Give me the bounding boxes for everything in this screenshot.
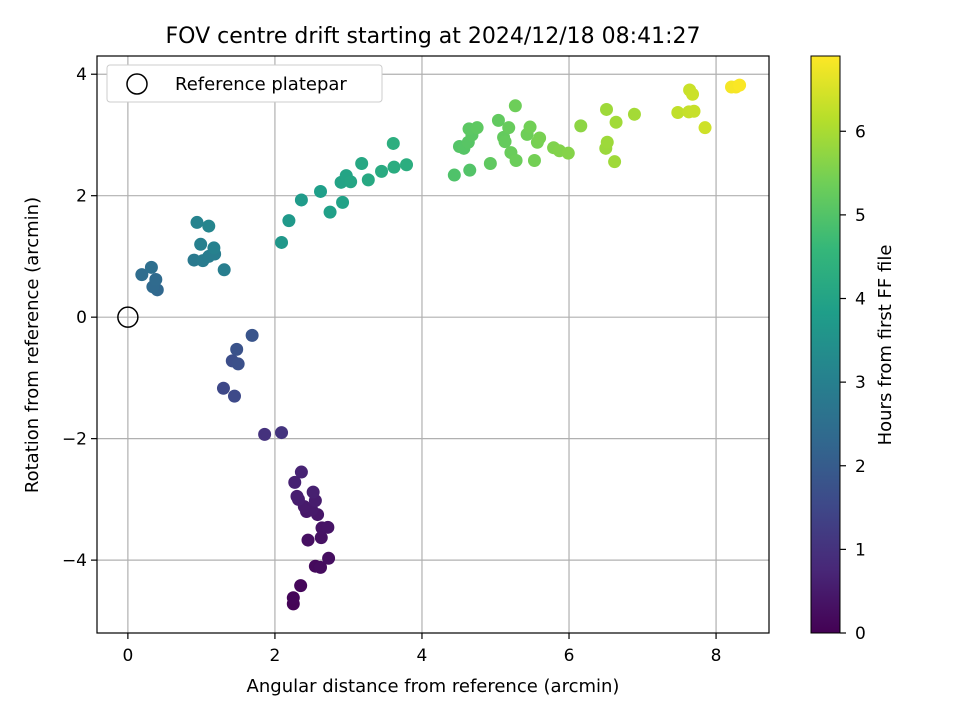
data-point [245,328,259,342]
data-point [144,260,158,274]
colorbar-label: Hours from first FF file [875,245,896,446]
data-point [344,175,358,189]
data-point [194,237,208,251]
data-point [336,195,350,209]
data-point [361,173,375,187]
legend-box [106,64,383,103]
data-point [687,104,701,118]
data-point [447,168,461,182]
data-point [463,163,477,177]
colorbar-tick-label: 6 [855,122,866,142]
y-axis: −4 −2 0 2 4 [62,65,97,571]
legend: Reference platepar [106,64,383,103]
x-tick-label: 4 [417,646,428,666]
data-point [609,115,623,129]
data-point [294,193,308,207]
reference-platepar-marker [117,306,139,328]
data-point [258,427,272,441]
data-point [400,158,414,172]
colorbar-tick-label: 4 [855,290,866,310]
colorbar-gradient [810,55,841,634]
data-point [322,551,336,565]
colorbar-tick-label: 1 [855,540,866,560]
y-axis-label: Rotation from reference (arcmin) [22,197,43,493]
data-point [523,120,537,134]
data-point [527,153,541,167]
data-point [282,214,296,228]
x-tick-label: 0 [122,646,133,666]
y-tick-label: −2 [62,430,87,450]
x-tick-label: 2 [270,646,281,666]
data-point [733,78,747,92]
y-tick-label: −4 [62,551,87,571]
x-tick-label: 6 [564,646,575,666]
data-point [498,135,512,149]
data-point [306,485,320,499]
plot-frame [96,55,770,634]
data-point [483,157,497,171]
x-axis: 0 2 4 6 8 [122,633,721,666]
data-point [600,102,614,116]
data-point [698,121,712,135]
y-tick-label: 4 [76,65,87,85]
data-point [216,381,230,395]
data-point [227,389,241,403]
data-point [323,205,337,219]
data-point [627,107,641,121]
data-point [387,160,401,174]
grid [97,56,769,633]
y-tick-label: 0 [76,308,87,328]
data-point [561,146,575,160]
data-point [149,273,163,287]
data-point [230,342,244,356]
colorbar-tick-label: 2 [855,457,866,477]
data-point [321,520,335,534]
data-point [301,533,315,547]
data-point [190,215,204,229]
colorbar-tick-label: 3 [855,373,866,393]
chart-title: FOV centre drift starting at 2024/12/18 … [166,24,701,49]
data-point [470,121,484,135]
data-point [508,99,522,113]
data-point [533,131,547,145]
data-point [608,155,622,169]
data-point [491,113,505,127]
data-point [288,475,302,489]
data-point [502,121,516,135]
data-point [286,591,300,605]
data-point [202,219,216,233]
colorbar-ticks: 0 1 2 3 4 5 6 [840,122,866,644]
scatter-points [117,78,747,611]
data-point [231,357,245,371]
data-point [314,560,328,574]
data-point [671,105,685,119]
colorbar: 0 1 2 3 4 5 6 Hours from first FF file [810,55,896,644]
data-point [314,184,328,198]
legend-marker-reference [126,73,148,95]
data-point [275,426,289,440]
colorbar-tick-label: 0 [855,624,866,644]
data-point [386,136,400,150]
data-point [600,135,614,149]
data-point [355,157,369,171]
data-point [294,465,308,479]
data-point [217,263,231,277]
colorbar-tick-label: 5 [855,206,866,226]
data-point [574,119,588,133]
data-point [207,241,221,255]
data-point [686,87,700,101]
x-axis-label: Angular distance from reference (arcmin) [247,676,620,697]
data-point [314,531,328,545]
data-point [294,579,308,593]
data-point [275,235,289,249]
data-point [135,268,149,282]
data-point [509,153,523,167]
y-tick-label: 2 [76,187,87,207]
data-point [375,164,389,178]
x-tick-label: 8 [711,646,722,666]
legend-label-reference: Reference platepar [175,74,347,95]
data-point [290,489,304,503]
